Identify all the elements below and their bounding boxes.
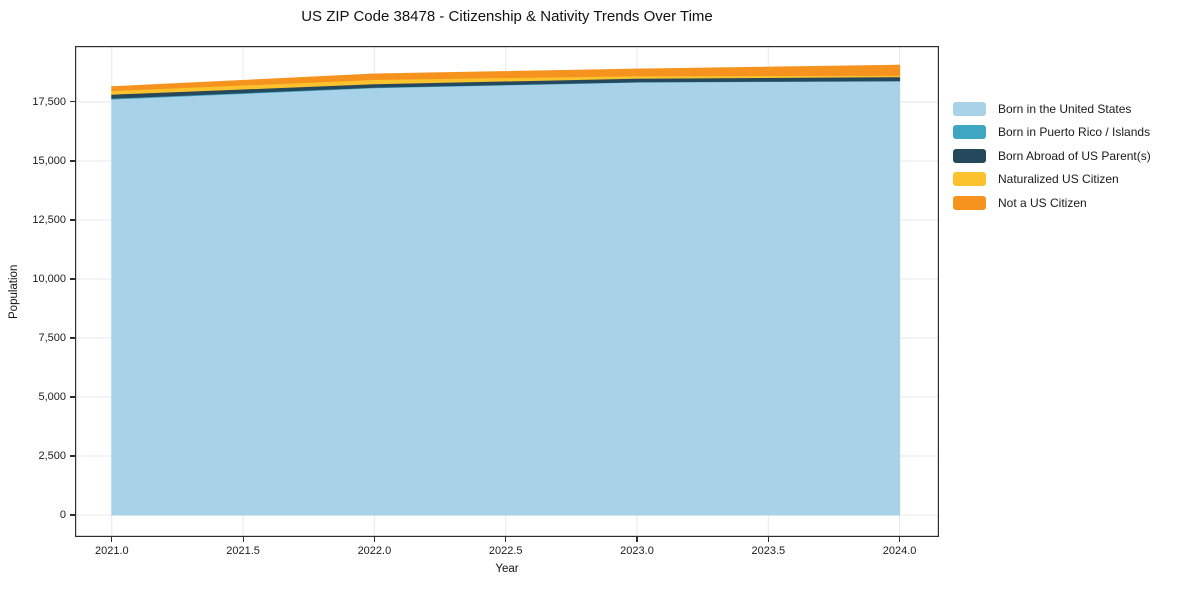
x-tick-label: 2022.5 <box>488 545 523 557</box>
plot-border <box>75 46 939 537</box>
y-tick-mark <box>70 278 75 280</box>
y-axis-label: Population <box>8 264 20 319</box>
y-tick-label: 17,500 <box>32 95 66 108</box>
legend-item-born-abroad-of-us-parent-s: Born Abroad of US Parent(s) <box>953 144 1151 168</box>
legend-swatch-icon <box>953 195 986 210</box>
plot-area <box>75 46 939 537</box>
y-tick-mark <box>70 337 75 339</box>
y-tick-label: 0 <box>59 509 66 521</box>
y-tick-label: 10,000 <box>32 273 66 285</box>
y-tick-mark <box>70 396 75 398</box>
legend-label: Born in the United States <box>998 101 1132 116</box>
x-tick-label: 2023.5 <box>751 545 786 557</box>
legend: Born in the United States Born in Puerto… <box>953 97 1151 215</box>
y-tick-mark <box>70 514 75 516</box>
x-axis-label: Year <box>495 563 519 575</box>
y-tick-mark <box>70 219 75 221</box>
legend-label: Naturalized US Citizen <box>998 172 1119 187</box>
x-tick-label: 2024.0 <box>882 545 917 557</box>
legend-swatch-icon <box>953 172 986 187</box>
x-tick-mark <box>899 537 901 542</box>
legend-label: Born in Puerto Rico / Islands <box>998 125 1151 140</box>
x-tick-mark <box>767 537 769 542</box>
y-tick-mark <box>70 160 75 162</box>
x-tick-label: 2021.5 <box>226 545 260 557</box>
chart-title: US ZIP Code 38478 - Citizenship & Nativi… <box>301 8 713 25</box>
x-tick-mark <box>242 537 244 542</box>
y-tick-label: 15,000 <box>32 155 66 167</box>
y-tick-mark <box>70 101 75 103</box>
x-tick-label: 2021.0 <box>94 545 129 557</box>
y-tick-label: 12,500 <box>32 214 66 226</box>
x-tick-mark <box>373 537 375 542</box>
legend-item-not-a-us-citizen: Not a US Citizen <box>953 191 1151 215</box>
area-born-in-the-united-states <box>111 80 901 516</box>
legend-swatch-icon <box>953 125 986 140</box>
x-tick-label: 2022.0 <box>357 545 392 557</box>
legend-item-born-in-the-united-states: Born in the United States <box>953 97 1151 121</box>
y-tick-label: 5,000 <box>38 391 66 403</box>
legend-swatch-icon <box>953 148 986 163</box>
x-tick-mark <box>111 537 113 542</box>
legend-label: Not a US Citizen <box>998 195 1087 210</box>
y-tick-label: 7,500 <box>38 332 66 344</box>
x-tick-mark <box>636 537 638 542</box>
legend-label: Born Abroad of US Parent(s) <box>998 148 1151 163</box>
x-tick-label: 2023.0 <box>620 545 654 557</box>
legend-swatch-icon <box>953 101 986 116</box>
x-tick-mark <box>505 537 507 542</box>
area-not-a-us-citizen <box>111 64 901 92</box>
y-tick-label: 2,500 <box>38 450 66 462</box>
legend-item-naturalized-us-citizen: Naturalized US Citizen <box>953 168 1151 192</box>
legend-item-born-in-puerto-rico-islands: Born in Puerto Rico / Islands <box>953 121 1151 145</box>
y-tick-mark <box>70 455 75 457</box>
